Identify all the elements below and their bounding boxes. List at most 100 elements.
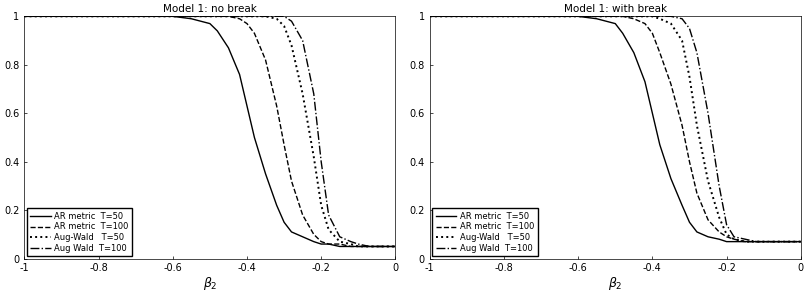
- Aug Wald  T=100: [372, 245, 381, 248]
- AR metric  T=100: [131, 15, 141, 18]
- Aug Wald  T=100: [57, 15, 66, 18]
- Aug-Wald   T=50: [677, 39, 687, 42]
- AR metric  T=100: [770, 240, 780, 243]
- AR metric  T=50: [324, 242, 334, 246]
- Line: AR metric  T=50: AR metric T=50: [430, 16, 801, 242]
- AR metric  T=100: [213, 15, 222, 18]
- AR metric  T=100: [242, 22, 252, 25]
- Aug-Wald   T=50: [287, 44, 297, 47]
- Line: Aug-Wald   T=50: Aug-Wald T=50: [430, 16, 801, 242]
- AR metric  T=100: [425, 15, 435, 18]
- Aug-Wald   T=50: [112, 15, 122, 18]
- Aug-Wald   T=50: [789, 240, 798, 243]
- AR metric  T=50: [770, 240, 780, 243]
- Aug-Wald   T=50: [592, 15, 602, 18]
- Aug-Wald   T=50: [324, 228, 334, 231]
- AR metric  T=50: [213, 29, 222, 33]
- Aug-Wald   T=50: [610, 15, 620, 18]
- Aug-Wald   T=50: [759, 240, 768, 243]
- Aug Wald  T=100: [555, 15, 565, 18]
- Aug Wald  T=100: [677, 17, 687, 20]
- AR metric  T=100: [353, 245, 363, 248]
- Aug-Wald   T=50: [271, 17, 281, 20]
- AR metric  T=50: [666, 177, 675, 181]
- Aug-Wald   T=50: [655, 17, 665, 20]
- AR metric  T=50: [383, 245, 393, 248]
- Line: AR metric  T=50: AR metric T=50: [24, 16, 395, 247]
- Aug Wald  T=100: [271, 15, 281, 18]
- AR metric  T=50: [250, 136, 259, 139]
- AR metric  T=50: [280, 221, 289, 224]
- AR metric  T=50: [655, 143, 665, 147]
- AR metric  T=100: [309, 233, 318, 236]
- Aug Wald  T=100: [425, 15, 435, 18]
- Aug Wald  T=100: [592, 15, 602, 18]
- Aug-Wald   T=50: [298, 92, 308, 96]
- AR metric  T=100: [57, 15, 66, 18]
- Aug Wald  T=100: [131, 15, 141, 18]
- AR metric  T=50: [242, 104, 252, 108]
- Aug Wald  T=100: [19, 15, 29, 18]
- Aug-Wald   T=50: [224, 15, 234, 18]
- AR metric  T=50: [205, 22, 215, 25]
- AR metric  T=50: [647, 112, 657, 115]
- Aug Wald  T=100: [714, 184, 724, 188]
- Aug Wald  T=100: [655, 15, 665, 18]
- Aug Wald  T=100: [75, 15, 85, 18]
- AR metric  T=50: [629, 51, 638, 54]
- AR metric  T=100: [499, 15, 509, 18]
- Aug Wald  T=100: [261, 15, 271, 18]
- AR metric  T=50: [425, 15, 435, 18]
- Line: AR metric  T=100: AR metric T=100: [24, 16, 395, 247]
- AR metric  T=100: [722, 235, 731, 239]
- AR metric  T=50: [499, 15, 509, 18]
- AR metric  T=100: [250, 31, 259, 35]
- AR metric  T=100: [751, 240, 761, 243]
- AR metric  T=100: [740, 240, 750, 243]
- Aug-Wald   T=50: [714, 215, 724, 219]
- AR metric  T=100: [462, 15, 472, 18]
- Aug-Wald   T=50: [38, 15, 48, 18]
- AR metric  T=100: [789, 240, 798, 243]
- AR metric  T=50: [234, 73, 244, 76]
- Aug Wald  T=100: [499, 15, 509, 18]
- Aug Wald  T=100: [574, 15, 583, 18]
- Aug-Wald   T=50: [353, 245, 363, 248]
- Aug-Wald   T=50: [94, 15, 103, 18]
- Aug Wald  T=100: [242, 15, 252, 18]
- AR metric  T=50: [677, 204, 687, 207]
- AR metric  T=50: [714, 237, 724, 241]
- Aug Wald  T=100: [298, 39, 308, 42]
- AR metric  T=50: [335, 245, 344, 248]
- AR metric  T=100: [618, 15, 628, 18]
- AR metric  T=100: [610, 15, 620, 18]
- Aug Wald  T=100: [112, 15, 122, 18]
- Aug-Wald   T=50: [261, 15, 271, 18]
- Aug-Wald   T=50: [187, 15, 196, 18]
- Aug Wald  T=100: [38, 15, 48, 18]
- Aug-Wald   T=50: [364, 245, 374, 248]
- AR metric  T=100: [629, 17, 638, 20]
- Aug-Wald   T=50: [444, 15, 453, 18]
- Aug-Wald   T=50: [722, 233, 731, 236]
- Aug Wald  T=100: [481, 15, 490, 18]
- AR metric  T=100: [168, 15, 178, 18]
- AR metric  T=100: [224, 15, 234, 18]
- Aug Wald  T=100: [234, 15, 244, 18]
- Aug Wald  T=100: [751, 240, 761, 243]
- AR metric  T=50: [537, 15, 546, 18]
- AR metric  T=50: [555, 15, 565, 18]
- AR metric  T=100: [149, 15, 159, 18]
- AR metric  T=50: [796, 240, 806, 243]
- Aug-Wald   T=50: [770, 240, 780, 243]
- X-axis label: $\beta_2$: $\beta_2$: [203, 275, 217, 292]
- AR metric  T=50: [271, 204, 281, 207]
- Aug Wald  T=100: [390, 245, 400, 248]
- AR metric  T=100: [703, 218, 713, 222]
- Title: Model 1: with break: Model 1: with break: [564, 4, 667, 14]
- AR metric  T=100: [574, 15, 583, 18]
- Aug-Wald   T=50: [796, 240, 806, 243]
- Aug Wald  T=100: [777, 240, 787, 243]
- AR metric  T=100: [692, 192, 701, 195]
- AR metric  T=100: [666, 82, 675, 86]
